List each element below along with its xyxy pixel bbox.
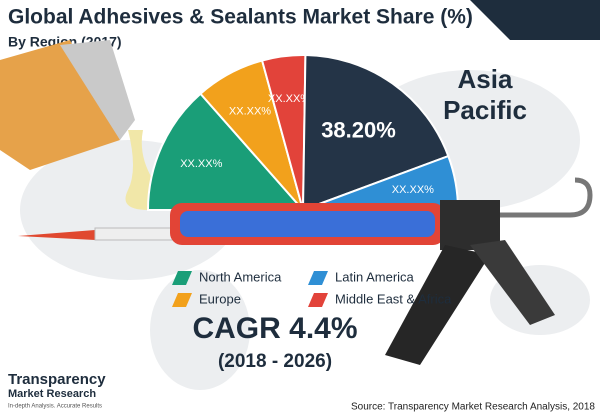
data-label: XX.XX% <box>392 184 434 196</box>
title-band <box>470 0 600 40</box>
legend-swatch <box>308 271 328 285</box>
annotation: Asia Pacific <box>443 64 527 125</box>
legend-label: Europe <box>199 291 241 306</box>
logo-name: Market Research <box>8 388 96 400</box>
data-label: XX.XX% <box>180 158 222 170</box>
logo-name: Transparency <box>8 371 106 388</box>
legend-label: North America <box>199 269 282 284</box>
legend-label: Middle East & Africa <box>335 291 452 306</box>
pie-slice <box>146 92 306 211</box>
legend-swatch <box>172 293 192 307</box>
cagr-period: (2018 - 2026) <box>218 351 332 372</box>
data-label: 38.20% <box>321 117 396 142</box>
data-label: XX.XX% <box>268 93 310 105</box>
pie-slice <box>301 54 450 212</box>
legend-swatch <box>308 293 328 307</box>
legend-label: Latin America <box>335 269 415 284</box>
data-label: XX.XX% <box>229 106 271 118</box>
legend-swatch <box>172 271 192 285</box>
cagr: CAGR 4.4% <box>192 312 357 345</box>
chart-title: Global Adhesives & Sealants Market Share… <box>8 6 473 29</box>
source: Source: Transparency Market Research Ana… <box>351 402 595 413</box>
logo-tagline: In-depth Analysis. Accurate Results <box>8 404 102 410</box>
caulking-gun <box>18 177 593 365</box>
